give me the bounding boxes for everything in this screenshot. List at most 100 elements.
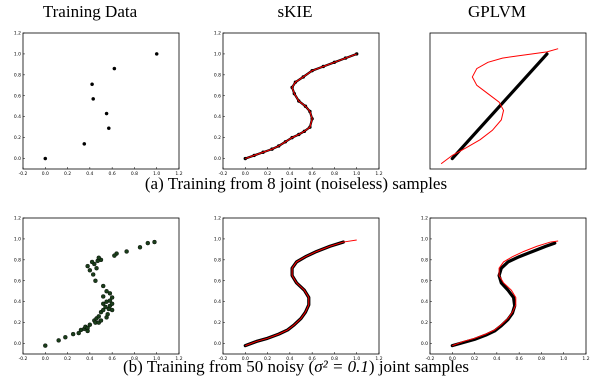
x-tick-label: 1.0 xyxy=(353,356,360,362)
data-point xyxy=(82,142,87,146)
x-tick-label: 1.0 xyxy=(353,171,360,177)
data-point xyxy=(96,314,101,319)
y-tick-label: 1.2 xyxy=(214,31,221,37)
col-title-skie: sKIE xyxy=(277,2,313,21)
plot-a-gplvm xyxy=(429,32,587,170)
data-point xyxy=(112,253,117,258)
y-tick-label: 0.0 xyxy=(14,341,21,347)
y-tick-label: 0.4 xyxy=(14,299,21,305)
y-tick-label: 1.2 xyxy=(14,31,21,37)
data-point xyxy=(109,295,115,300)
fit-curve xyxy=(245,239,357,347)
x-tick-label: 1.2 xyxy=(175,171,182,177)
data-point xyxy=(152,239,157,245)
caption-b-math: σ² = 0.1 xyxy=(314,357,369,376)
data-point xyxy=(137,245,143,250)
x-tick-label: 0.2 xyxy=(264,171,271,177)
y-tick-label: 0.8 xyxy=(14,257,21,263)
data-point xyxy=(112,66,117,71)
data-point xyxy=(101,301,106,306)
data-point xyxy=(96,255,101,260)
plot-b-skie: -0.2 0.0 0.2 0.4 0.6 0.8 1.0 1.2 0.0 0.2 0.4 0.6 0.8… xyxy=(214,216,383,363)
data-point xyxy=(91,97,95,101)
axes-frame xyxy=(429,32,587,170)
y-tick-label: 0.2 xyxy=(214,320,221,326)
data-point xyxy=(76,330,81,336)
fit-curve xyxy=(440,48,559,165)
y-tick-label: 0.2 xyxy=(421,320,428,326)
data-point xyxy=(93,278,98,283)
x-tick-label: 1.0 xyxy=(560,356,567,362)
caption-a: (a) Training from 8 joint (noiseless) sa… xyxy=(144,174,448,193)
y-tick-label: 1.0 xyxy=(14,51,21,57)
x-tick-label: 1.2 xyxy=(175,356,182,362)
y-tick-label: 0.6 xyxy=(14,93,21,99)
y-tick-label: 1.0 xyxy=(214,51,221,57)
x-tick-label: -0.2 xyxy=(219,356,228,362)
plot-b-gplvm: -0.2 0.0 0.2 0.4 0.6 0.8 1.0 1.2 0.0 0.2 0.4 0.6 0.8… xyxy=(421,216,590,363)
y-tick-label: 0.0 xyxy=(214,156,221,162)
prediction-curve xyxy=(243,240,345,348)
x-tick-label: 0.2 xyxy=(64,171,71,177)
y-tick-label: 0.4 xyxy=(421,299,428,305)
y-tick-label: 0.6 xyxy=(14,278,21,284)
data-point xyxy=(101,283,106,289)
data-point xyxy=(89,259,95,265)
y-tick-label: 1.2 xyxy=(214,216,221,222)
axes-frame xyxy=(22,32,180,170)
x-tick-label: 0.4 xyxy=(286,356,293,362)
data-point xyxy=(85,325,90,331)
y-tick-label: 0.2 xyxy=(14,135,21,141)
x-tick-label: 0.8 xyxy=(131,356,138,362)
y-tick-label: 1.2 xyxy=(421,216,428,222)
axes-frame xyxy=(222,32,380,170)
y-tick-label: 0.2 xyxy=(214,135,221,141)
y-tick-label: 1.0 xyxy=(214,236,221,242)
y-tick-label: 0.4 xyxy=(14,114,21,120)
caption-b: (b) Training from 50 noisy (σ² = 0.1) jo… xyxy=(0,357,592,377)
prediction-curve xyxy=(450,241,557,348)
fit-curve xyxy=(452,240,559,347)
x-tick-label: 1.2 xyxy=(375,171,382,177)
y-tick-label: 0.0 xyxy=(14,156,21,162)
x-tick-label: 0.8 xyxy=(131,171,138,177)
x-tick-label: 1.0 xyxy=(153,356,160,362)
axes-frame xyxy=(429,217,587,355)
x-tick-label: 0.2 xyxy=(471,356,478,362)
data-point xyxy=(85,263,90,269)
x-tick-label: -0.2 xyxy=(426,356,435,362)
data-point xyxy=(56,338,61,343)
data-point xyxy=(98,318,104,323)
data-point xyxy=(109,301,115,306)
data-point xyxy=(101,307,106,313)
y-tick-label: 0.2 xyxy=(14,320,21,326)
fit-curve xyxy=(245,53,357,160)
x-tick-label: 0.0 xyxy=(242,171,249,177)
x-tick-label: 0.6 xyxy=(109,171,116,177)
y-tick-label: 0.0 xyxy=(421,341,428,347)
data-point xyxy=(109,307,115,313)
x-tick-label: 0.4 xyxy=(493,356,500,362)
data-point xyxy=(90,82,94,87)
x-tick-label: 0.6 xyxy=(309,356,316,362)
x-tick-label: 0.0 xyxy=(42,171,49,177)
col-title-training: Training Data xyxy=(42,2,138,21)
data-point xyxy=(90,272,96,277)
data-point xyxy=(107,298,113,303)
data-point xyxy=(94,266,99,271)
data-point xyxy=(43,343,48,348)
x-tick-label: 0.4 xyxy=(286,171,293,177)
y-tick-label: 0.6 xyxy=(214,278,221,284)
data-point xyxy=(107,291,113,296)
y-tick-label: 1.0 xyxy=(421,236,428,242)
y-tick-label: 0.8 xyxy=(14,72,21,78)
y-tick-label: 0.4 xyxy=(214,114,221,120)
plot-a-skie: -0.2 0.0 0.2 0.4 0.6 0.8 1.0 1.2 0.0 0.2 0.4 0.6 0.8… xyxy=(214,31,383,178)
y-tick-label: 0.8 xyxy=(214,257,221,263)
axes-frame xyxy=(22,217,180,355)
plot-b-training: -0.2 0.0 0.2 0.4 0.6 0.8 1.0 1.2 0.0 0.2 0.4 0.6 0.8… xyxy=(14,216,183,363)
caption-b-suffix: ) joint samples xyxy=(368,357,470,376)
x-tick-label: 0.0 xyxy=(242,356,249,362)
x-tick-label: 0.0 xyxy=(42,356,49,362)
x-tick-label: -0.2 xyxy=(219,171,228,177)
